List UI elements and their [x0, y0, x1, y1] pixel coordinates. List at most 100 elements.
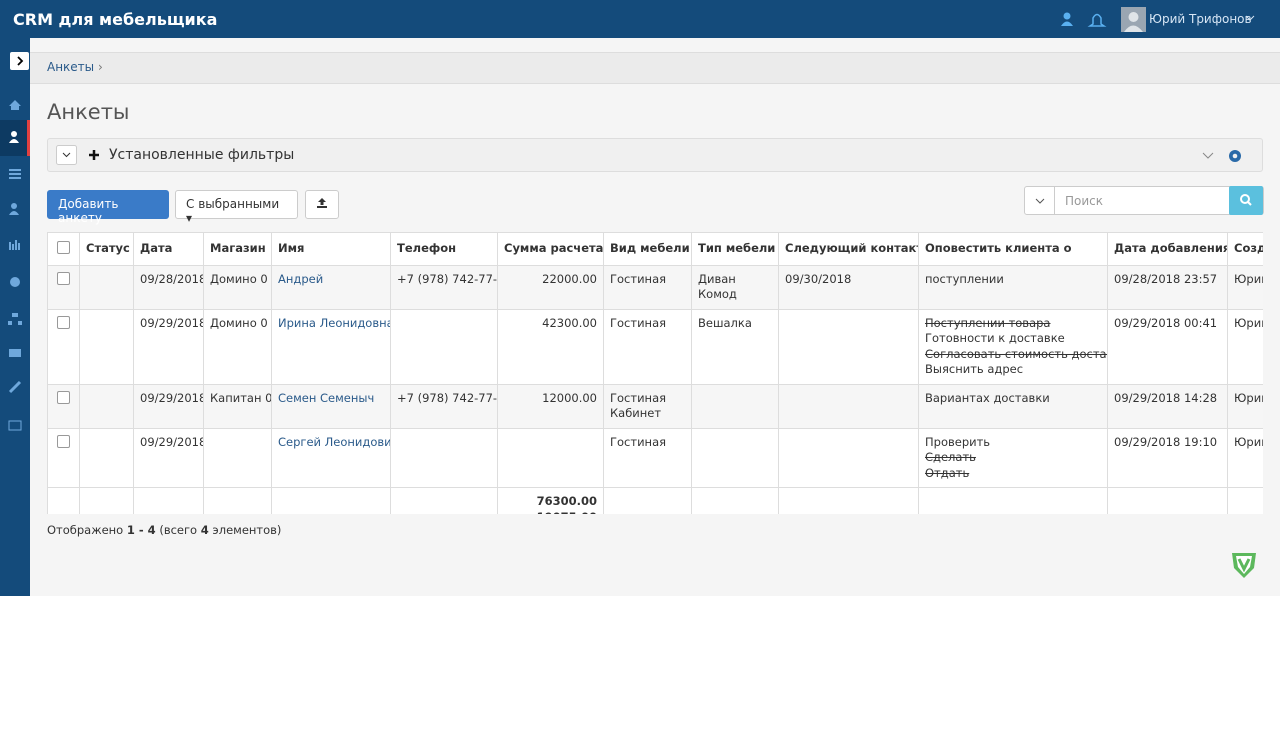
- column-header: Имя: [271, 232, 391, 266]
- table-row: 09/29/2018 Сергей Леонидович Гостиная Прове…: [47, 427, 1263, 488]
- filter-settings[interactable]: [1200, 147, 1250, 165]
- column-header: Созд: [1227, 232, 1263, 266]
- table-cell: Проверить Сделать Отдать: [918, 427, 1108, 488]
- header-row: Статус Дата Магазин Имя Телефон Сумма расчета…: [47, 232, 1263, 266]
- table-cell: 09/29/2018: [133, 383, 204, 429]
- column-header: Статус: [79, 232, 134, 266]
- table-cell: [778, 383, 919, 429]
- table-cell: Ирина Леонидовна: [271, 308, 391, 385]
- page-title: Анкеты: [47, 100, 130, 124]
- table-cell: 09/30/2018: [778, 264, 919, 310]
- summary-prefix: Отображено: [47, 523, 124, 537]
- checkbox[interactable]: [57, 434, 70, 448]
- cell-line: Проверить: [925, 434, 991, 449]
- sidebar-icons[interactable]: [0, 38, 30, 438]
- select-cell: [47, 383, 80, 429]
- content: Анкеты › Анкеты Установленные фильтры До…: [30, 38, 1280, 596]
- totals-cell: [390, 487, 498, 514]
- cell-line: Диван: [698, 271, 736, 286]
- cell-text: 09/29/2018 19:10: [1114, 434, 1218, 449]
- summary-total: 4: [200, 523, 209, 537]
- totals-cell: [133, 487, 204, 514]
- cell-text: Домино 0: [210, 271, 268, 286]
- cell-text: 12000.00: [542, 390, 597, 405]
- app-title[interactable]: CRM для мебельщика: [13, 10, 218, 29]
- column-header: Тип мебели: [691, 232, 779, 266]
- search-caret[interactable]: [1035, 197, 1045, 205]
- filter-panel[interactable]: Установленные фильтры: [47, 138, 1263, 172]
- totals-cell: [1227, 487, 1263, 514]
- cell-text: 09/29/2018: [140, 315, 204, 330]
- table-cell: [79, 383, 134, 429]
- table-cell: 09/29/2018: [133, 427, 204, 488]
- search-button[interactable]: [1229, 186, 1263, 215]
- logo: [1232, 553, 1256, 578]
- cell-text: +7 (978) 742-77-60: [397, 271, 498, 286]
- cell-line: Поступлении товара: [925, 315, 1051, 330]
- column-header: Телефон: [390, 232, 498, 266]
- select-cell: [47, 264, 80, 310]
- column-header: Сумма расчета: [497, 232, 604, 266]
- user-caret[interactable]: [1245, 14, 1255, 22]
- table-row: 09/29/2018 Домино 0 Ирина Леонидовна 42300.…: [47, 308, 1263, 385]
- cell-line: поступлении: [925, 271, 1004, 286]
- summary: Отображено 1 - 4 (всего 4 элементов): [47, 523, 281, 537]
- filter-label: Установленные фильтры: [109, 147, 295, 163]
- column-header: Дата добавления: [1107, 232, 1228, 266]
- client-link[interactable]: Семен Семеныч: [278, 390, 375, 405]
- column-header: Следующий контакт: [778, 232, 919, 266]
- table-cell: Гостиная: [603, 427, 692, 488]
- user-name[interactable]: Юрий Трифонов: [1149, 12, 1252, 26]
- totals-row: 76300.00 19075.00: [47, 487, 1263, 514]
- column-header: Магазин: [203, 232, 272, 266]
- cell-line: Сделать: [925, 450, 976, 464]
- avatar[interactable]: [1121, 7, 1146, 32]
- client-link[interactable]: Андрей: [278, 271, 324, 286]
- checkbox[interactable]: [57, 271, 70, 285]
- client-link[interactable]: Ирина Леонидовна: [278, 315, 391, 330]
- header-icons[interactable]: [1058, 10, 1118, 28]
- table-cell: Сергей Леонидович: [271, 427, 391, 488]
- breadcrumb-item[interactable]: Анкеты: [47, 60, 95, 74]
- client-link[interactable]: Сергей Леонидович: [278, 434, 391, 449]
- totals-cell: [79, 487, 134, 514]
- table-cell: Юрий: [1227, 264, 1263, 310]
- add-button[interactable]: Добавить анкету: [47, 190, 169, 225]
- table-cell: Домино 0: [203, 264, 272, 310]
- cell-text: Домино 0: [210, 315, 268, 330]
- checkbox[interactable]: [57, 241, 70, 254]
- export-button[interactable]: [305, 190, 339, 219]
- search-box[interactable]: Поиск: [1024, 186, 1264, 215]
- table-cell: [691, 427, 779, 488]
- cell-text: 09/29/2018 14:28: [1114, 390, 1218, 405]
- totals-cell: [603, 487, 692, 514]
- table-cell: 09/28/2018: [133, 264, 204, 310]
- table-wrap: Статус Дата Магазин Имя Телефон Сумма расчета…: [47, 232, 1263, 514]
- bulk-button[interactable]: С выбранными ▾: [175, 190, 298, 225]
- cell-text: 42300.00: [542, 315, 597, 330]
- cell-text: +7 (978) 742-77-55: [397, 390, 498, 405]
- checkbox[interactable]: [57, 315, 70, 329]
- totals-cell: [47, 487, 80, 514]
- cell-text: 09/29/2018 00:41: [1114, 315, 1218, 330]
- table-cell: поступлении: [918, 264, 1108, 310]
- cell-line: Кабинет: [610, 406, 662, 420]
- breadcrumb-sep: ›: [97, 60, 103, 74]
- table-cell: 09/29/2018 19:10: [1107, 427, 1228, 488]
- cell-line: Готовности к доставке: [925, 331, 1065, 345]
- table-cell: 09/29/2018 14:28: [1107, 383, 1228, 429]
- table-cell: Юрий: [1227, 383, 1263, 429]
- checkbox[interactable]: [57, 390, 70, 404]
- table-cell: Гостиная: [603, 264, 692, 310]
- summary-middle: (всего: [159, 523, 198, 537]
- table-cell: 09/28/2018 23:57: [1107, 264, 1228, 310]
- table-cell: [79, 427, 134, 488]
- column-header: Оповестить клиента о: [918, 232, 1108, 266]
- totals-cell: [271, 487, 391, 514]
- bulk-label: С выбранными: [186, 197, 280, 211]
- table-cell: [497, 427, 604, 488]
- filter-controls[interactable]: [56, 145, 106, 165]
- table-cell: Юрий: [1227, 308, 1263, 385]
- table-cell: Диван Комод: [691, 264, 779, 310]
